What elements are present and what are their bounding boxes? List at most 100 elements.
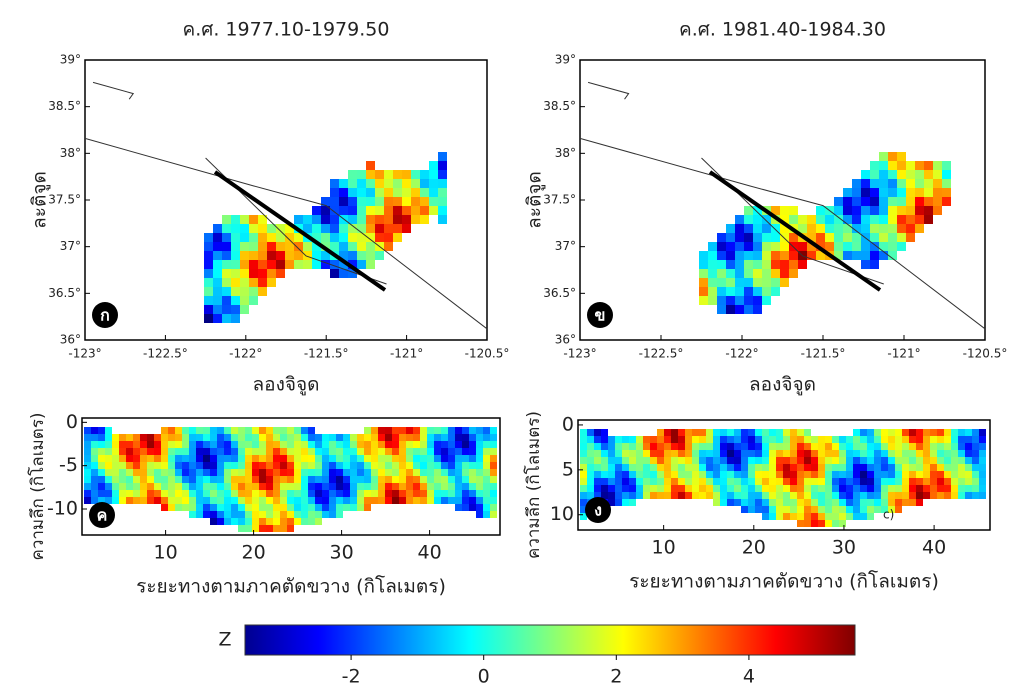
heat-cell: [944, 457, 951, 464]
heat-cell: [776, 457, 783, 464]
heat-cell: [301, 483, 308, 490]
heat-cell: [916, 492, 923, 499]
heat-cell: [231, 497, 238, 504]
heat-cell: [888, 471, 895, 478]
heat-cell: [699, 278, 708, 287]
heat-cell: [776, 443, 783, 450]
heat-cell: [951, 436, 958, 443]
heat-cell: [804, 492, 811, 499]
heat-cell: [238, 448, 245, 455]
heat-cell: [861, 179, 870, 188]
heat-cell: [720, 471, 727, 478]
heat-cell: [182, 490, 189, 497]
heat-cell: [371, 441, 378, 448]
heat-cell: [276, 251, 285, 260]
heat-cell: [343, 455, 350, 462]
heat-cell: [601, 464, 608, 471]
heat-cell: [196, 511, 203, 518]
heat-cell: [807, 233, 816, 242]
heat-cell: [790, 429, 797, 436]
y-tick-label: 36.5°: [543, 286, 576, 300]
heat-cell: [915, 215, 924, 224]
heat-cell: [366, 206, 375, 215]
heat-cell: [240, 296, 249, 305]
heat-cell: [861, 251, 870, 260]
panels: -123° -122.5° -122° -121.5° -121° -120.5°36°3…: [27, 19, 1007, 688]
heat-cell: [708, 278, 717, 287]
heat-cell: [343, 434, 350, 441]
heat-cell: [231, 518, 238, 525]
panel-badge: [92, 302, 118, 328]
heat-cell: [267, 251, 276, 260]
heat-cell: [308, 518, 315, 525]
heat-cell: [366, 260, 375, 269]
heat-cell: [879, 179, 888, 188]
heat-cell: [213, 278, 222, 287]
heat-cell: [958, 464, 965, 471]
heat-cell: [915, 170, 924, 179]
heat-cell: [427, 427, 434, 434]
heat-cell: [126, 469, 133, 476]
heat-cell: [769, 471, 776, 478]
heat-cell: [881, 464, 888, 471]
heat-cell: [189, 511, 196, 518]
heat-cell: [339, 251, 348, 260]
heat-cell: [266, 525, 273, 532]
heat-cell: [622, 485, 629, 492]
heat-cell: [923, 457, 930, 464]
heat-cell: [98, 448, 105, 455]
heat-cell: [870, 161, 879, 170]
heat-cell: [636, 450, 643, 457]
heat-cell: [720, 478, 727, 485]
heat-cell: [776, 506, 783, 513]
heat-cell: [210, 518, 217, 525]
heat-cell: [378, 455, 385, 462]
heat-cell: [615, 485, 622, 492]
heat-cell: [126, 476, 133, 483]
heat-cell: [643, 450, 650, 457]
heat-cell: [303, 224, 312, 233]
heat-cell: [273, 448, 280, 455]
heat-cell: [476, 476, 483, 483]
heat-cell: [238, 525, 245, 532]
heat-cell: [958, 429, 965, 436]
heat-cell: [909, 499, 916, 506]
heat-cell: [252, 462, 259, 469]
heat-cell: [594, 436, 601, 443]
heat-cell: [741, 450, 748, 457]
colorbar-title: Z: [218, 629, 231, 651]
heat-cell: [744, 206, 753, 215]
heat-cell: [119, 462, 126, 469]
heat-cell: [748, 499, 755, 506]
heat-cell: [336, 441, 343, 448]
heat-cell: [629, 450, 636, 457]
heat-cell: [748, 478, 755, 485]
heat-cell: [267, 224, 276, 233]
heat-cell: [385, 483, 392, 490]
heat-cell: [924, 179, 933, 188]
heat-cell: [881, 499, 888, 506]
heat-cell: [942, 161, 951, 170]
heat-cell: [189, 441, 196, 448]
heat-cell: [853, 485, 860, 492]
heat-cell: [771, 287, 780, 296]
heat-cell: [916, 471, 923, 478]
heat-cell: [411, 197, 420, 206]
heat-cell: [287, 469, 294, 476]
heat-cell: [726, 278, 735, 287]
heat-cell: [897, 161, 906, 170]
heat-cell: [755, 492, 762, 499]
heat-cell: [906, 215, 915, 224]
heat-cell: [315, 448, 322, 455]
heat-cell: [406, 427, 413, 434]
heat-cell: [783, 506, 790, 513]
heat-cell: [366, 170, 375, 179]
heat-cell: [839, 478, 846, 485]
heat-cell: [231, 314, 240, 323]
heat-cell: [902, 436, 909, 443]
heat-cell: [720, 450, 727, 457]
heat-cell: [126, 483, 133, 490]
heat-cell: [790, 436, 797, 443]
heat-cell: [748, 457, 755, 464]
heat-cell: [350, 448, 357, 455]
